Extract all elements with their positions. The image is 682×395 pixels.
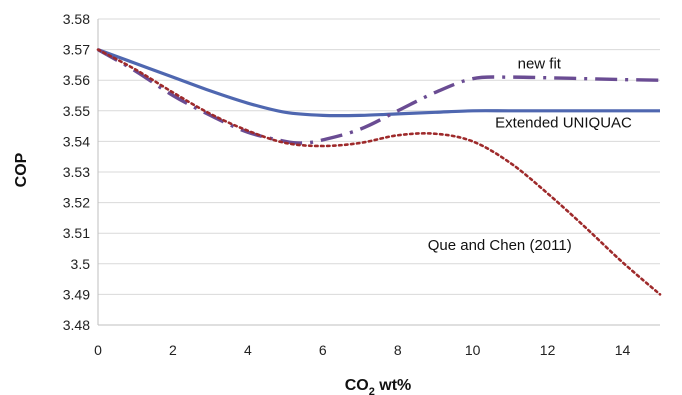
- y-tick-label: 3.48: [63, 317, 90, 333]
- axes: [97, 19, 660, 326]
- y-tick-label: 3.54: [63, 133, 90, 149]
- y-tick-label: 3.5: [71, 256, 91, 272]
- y-axis-title: COP: [13, 152, 30, 187]
- x-tick-label: 0: [94, 342, 102, 358]
- x-axis-title-subscript: 2: [369, 386, 375, 395]
- grid-lines: [98, 18, 660, 326]
- x-tick-labels: 0 2 4 6 8 10 12 14: [94, 342, 630, 358]
- x-axis-title-main: CO: [345, 377, 369, 394]
- x-axis-title-suffix: wt%: [375, 377, 411, 394]
- y-tick-label: 3.56: [63, 72, 90, 88]
- x-tick-label: 2: [169, 342, 177, 358]
- x-tick-label: 4: [244, 342, 252, 358]
- x-tick-label: 12: [540, 342, 556, 358]
- y-tick-labels: 3.48 3.49 3.5 3.51 3.52 3.53 3.54 3.55 3.56 3.57 3…: [63, 11, 90, 333]
- annotation-label: new fit: [518, 56, 562, 73]
- x-tick-label: 8: [394, 342, 402, 358]
- x-axis-title: CO2 wt%: [345, 377, 412, 395]
- series-line-1: [97, 48, 660, 118]
- y-tick-label: 3.52: [63, 195, 90, 211]
- x-tick-label: 10: [465, 342, 481, 358]
- y-tick-label: 3.49: [63, 286, 90, 302]
- series-line-3: [96, 48, 662, 296]
- y-tick-label: 3.53: [63, 164, 90, 180]
- y-tick-label: 3.57: [63, 42, 90, 58]
- series-lines: [96, 48, 662, 296]
- x-tick-label: 14: [615, 342, 631, 358]
- y-tick-label: 3.55: [63, 103, 90, 119]
- y-tick-label: 3.51: [63, 225, 90, 241]
- series-line-2: [97, 48, 661, 145]
- y-tick-label: 3.58: [63, 11, 90, 27]
- annotation-label: Extended UNIQUAC: [495, 115, 632, 132]
- annotations: new fit Extended UNIQUAC Que and Chen (201…: [428, 56, 632, 254]
- x-tick-label: 6: [319, 342, 327, 358]
- annotation-label: Que and Chen (2011): [428, 237, 572, 254]
